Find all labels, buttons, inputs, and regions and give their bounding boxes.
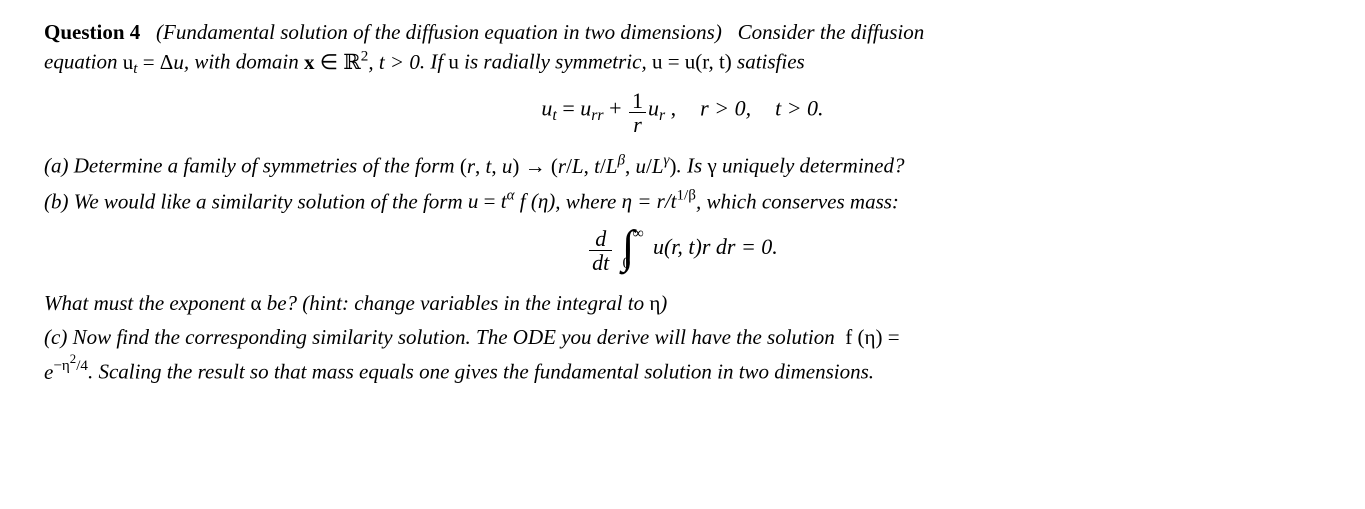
intro-text-1: Consider the diffusion xyxy=(738,20,925,44)
intro-text-2e: satisfies xyxy=(732,50,805,74)
u-rt: u = u(r, t) xyxy=(652,50,732,74)
intro-text-2c: . If xyxy=(420,50,449,74)
hint-alpha: α xyxy=(250,291,261,315)
ddt-num: d xyxy=(589,227,612,251)
domain-in: ∈ xyxy=(315,50,344,74)
intro-text-2a: equation xyxy=(44,50,123,74)
part-b-label: (b) xyxy=(44,189,74,213)
intro-paragraph: Question 4 (Fundamental solution of the … xyxy=(44,18,1321,79)
part-a-text1: Determine a family of symmetries of the … xyxy=(74,154,460,178)
hint: What must the exponent α be? (hint: chan… xyxy=(44,289,1321,317)
eta-exp: 1/β xyxy=(677,188,696,204)
domain-R: ℝ xyxy=(343,50,360,74)
pde-comma: , xyxy=(665,96,676,121)
part-a-text3: uniquely determined? xyxy=(717,154,905,178)
pde-ut-u: u xyxy=(541,96,552,121)
int-bot: 0 xyxy=(622,253,630,274)
hint-text3: ) xyxy=(660,291,667,315)
pde-plus: + xyxy=(604,96,627,121)
integral: ∫∞0 xyxy=(622,226,635,272)
question-page: Question 4 (Fundamental solution of the … xyxy=(0,0,1365,509)
hint-text1: What must the exponent xyxy=(44,291,250,315)
int-top: ∞ xyxy=(632,223,643,244)
intro-text-2b: , with domain xyxy=(184,50,304,74)
part-a-label: (a) xyxy=(44,154,74,178)
part-a-gamma: γ xyxy=(707,154,716,178)
eta-def: η = r/t xyxy=(622,189,677,213)
exp-tail: /4 xyxy=(76,358,88,374)
part-b-text1: We would like a similarity solution of t… xyxy=(74,189,468,213)
form-alpha: α xyxy=(507,188,515,204)
domain-t: , t > 0 xyxy=(368,50,420,74)
pde-display: ut = urr + 1rur ,r > 0,t > 0. xyxy=(44,89,1321,136)
pde-frac-num: 1 xyxy=(629,89,646,113)
pde-urr-u: u xyxy=(580,96,591,121)
part-b-text2: , where xyxy=(555,189,621,213)
eq-u2: u xyxy=(173,50,184,74)
hint-eta: η xyxy=(649,291,660,315)
hint-text2: be? (hint: change variables in the integ… xyxy=(261,291,649,315)
exp-e: e xyxy=(44,360,53,384)
eq-u1: u xyxy=(123,50,134,74)
mass-display: d dt ∫∞0 u(r, t)r dr = 0. xyxy=(44,226,1321,275)
part-b-text3: , which conserves mass: xyxy=(696,189,899,213)
form-f: f (η) xyxy=(515,189,556,213)
part-b: (b) We would like a similarity solution … xyxy=(44,186,1321,216)
part-c-text2: . Scaling the result so that mass equals… xyxy=(88,360,874,384)
part-c-label: (c) xyxy=(44,325,73,349)
pde-cond-t: t > 0. xyxy=(775,96,823,121)
question-label: Question 4 xyxy=(44,20,140,44)
integrand: u(r, t)r dr = 0. xyxy=(653,234,778,259)
pde-ur-u: u xyxy=(648,96,659,121)
part-a: (a) Determine a family of symmetries of … xyxy=(44,150,1321,180)
ddt-den: dt xyxy=(589,251,612,274)
pde-frac: 1r xyxy=(629,89,646,136)
intro-text-2d: is radially symmetric, xyxy=(459,50,652,74)
part-a-text2: Is xyxy=(682,154,708,178)
eq-delta: = Δ xyxy=(137,50,173,74)
exp-neg-eta: −η xyxy=(53,358,69,374)
part-c-text1: Now find the corresponding similarity so… xyxy=(73,325,840,349)
f-eta: f (η) = xyxy=(845,325,899,349)
domain-x: x xyxy=(304,50,315,74)
pde-eq: = xyxy=(557,96,580,121)
question-title: (Fundamental solution of the diffusion e… xyxy=(156,20,722,44)
map-gamma: γ xyxy=(664,152,670,168)
ddt: d dt xyxy=(589,227,612,274)
part-c: (c) Now find the corresponding similarit… xyxy=(44,323,1321,386)
u-is: u xyxy=(448,50,459,74)
pde-urr-sub: rr xyxy=(591,107,603,124)
map-beta: β xyxy=(617,152,625,168)
pde-frac-den: r xyxy=(629,113,646,136)
pde-cond-r: r > 0, xyxy=(700,96,751,121)
